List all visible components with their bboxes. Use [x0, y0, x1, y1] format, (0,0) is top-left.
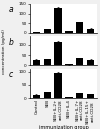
Bar	[44, 59, 51, 66]
Text: concentration (pg/ml): concentration (pg/ml)	[2, 29, 6, 74]
Bar	[33, 60, 40, 66]
Bar	[44, 92, 51, 98]
Bar	[87, 94, 94, 98]
Bar	[54, 73, 62, 98]
Bar	[44, 29, 51, 33]
Bar	[65, 97, 73, 98]
Bar	[76, 58, 84, 66]
Bar	[65, 31, 73, 33]
Bar	[33, 95, 40, 98]
X-axis label: immunization group: immunization group	[39, 125, 88, 129]
Bar	[76, 22, 84, 33]
Bar	[54, 42, 62, 66]
Text: b: b	[9, 38, 13, 47]
Bar	[87, 29, 94, 33]
Text: a: a	[9, 5, 13, 14]
Bar	[33, 32, 40, 33]
Bar	[54, 8, 62, 33]
Bar	[76, 93, 84, 98]
Text: c: c	[9, 70, 13, 79]
Bar	[87, 60, 94, 66]
Bar	[65, 64, 73, 66]
